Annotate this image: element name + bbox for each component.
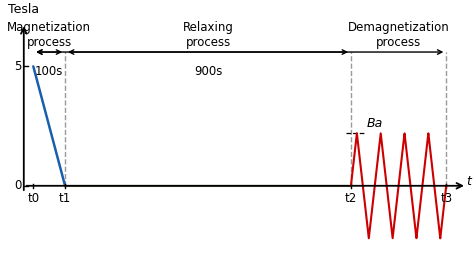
Text: t: t	[466, 175, 471, 188]
Text: Ba: Ba	[367, 117, 383, 130]
Text: Relaxing
process: Relaxing process	[182, 21, 233, 49]
Text: Tesla: Tesla	[8, 3, 39, 16]
Text: 100s: 100s	[35, 65, 64, 78]
Text: 900s: 900s	[194, 65, 222, 78]
Text: t1: t1	[59, 192, 71, 205]
Text: t2: t2	[345, 192, 357, 205]
Text: t3: t3	[440, 192, 452, 205]
Text: t0: t0	[27, 192, 39, 205]
Text: 0: 0	[14, 179, 21, 192]
Text: 5: 5	[14, 60, 21, 73]
Text: Magnetization
process: Magnetization process	[7, 21, 91, 49]
Text: Demagnetization
process: Demagnetization process	[348, 21, 449, 49]
